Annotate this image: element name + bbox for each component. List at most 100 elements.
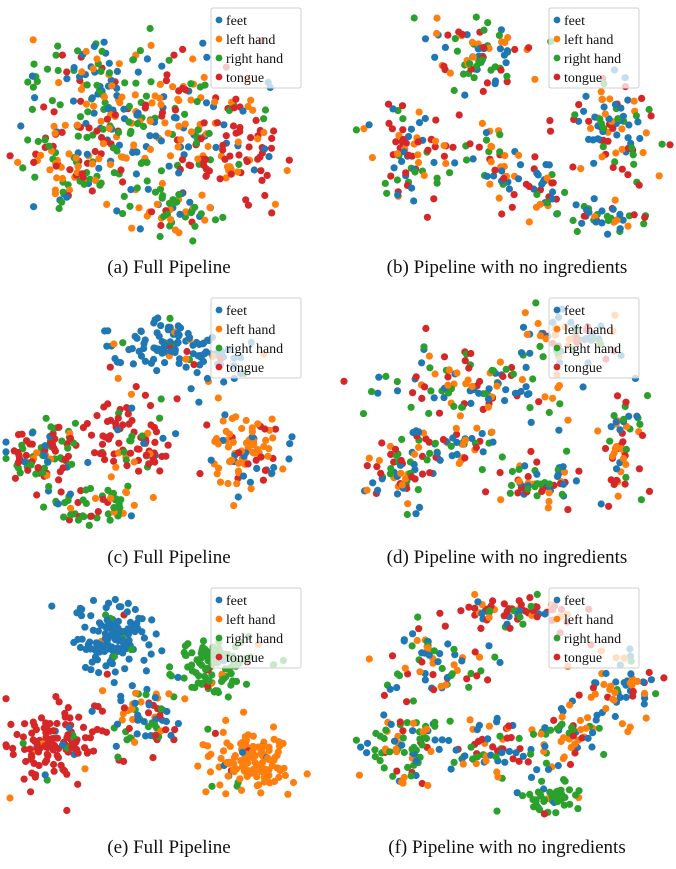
scatter-point <box>92 639 100 647</box>
scatter-point <box>61 456 69 464</box>
scatter-point <box>110 652 118 661</box>
scatter-point <box>165 162 173 170</box>
scatter-point <box>140 340 148 348</box>
scatter-point <box>387 450 395 458</box>
scatter-point <box>482 129 490 137</box>
scatter-point <box>622 398 630 406</box>
scatter-point <box>222 790 230 798</box>
scatter-point <box>224 693 232 701</box>
scatter-point <box>393 378 401 386</box>
scatter-point <box>203 664 211 672</box>
scatter-point <box>219 213 227 221</box>
scatter-point <box>382 372 390 380</box>
scatter-point <box>175 122 183 130</box>
scatter-point <box>529 375 537 383</box>
scatter-point <box>259 758 267 767</box>
scatter-point <box>148 208 156 216</box>
scatter-point <box>220 378 228 386</box>
scatter-point <box>128 416 136 425</box>
scatter-point <box>386 685 394 693</box>
scatter-point <box>235 449 243 457</box>
scatter-point <box>639 678 647 686</box>
legend-marker <box>553 653 561 661</box>
scatter-point <box>466 716 474 724</box>
scatter-point <box>160 212 168 220</box>
scatter-point <box>103 115 111 123</box>
scatter-point <box>216 175 224 183</box>
scatter-point <box>421 383 429 391</box>
scatter-point <box>489 438 497 446</box>
scatter-point <box>426 469 434 477</box>
scatter-point <box>74 121 82 129</box>
scatter-point <box>24 78 32 86</box>
scatter-point <box>234 474 242 482</box>
scatter-point <box>44 458 52 466</box>
scatter-point <box>597 500 605 508</box>
scatter-point <box>66 490 74 498</box>
scatter-point <box>29 83 37 91</box>
scatter-point <box>402 475 410 483</box>
scatter-point <box>422 734 431 743</box>
scatter-point <box>567 743 575 752</box>
scatter-point <box>91 147 99 156</box>
scatter-point <box>126 202 134 210</box>
scatter-point <box>393 150 402 158</box>
scatter-point <box>473 726 481 734</box>
scatter-point <box>641 689 649 697</box>
scatter-point <box>374 389 382 397</box>
scatter-point <box>462 156 471 164</box>
scatter-point <box>647 676 655 684</box>
scatter-point <box>604 230 612 238</box>
scatter-point <box>404 763 412 771</box>
scatter-point <box>47 423 55 431</box>
scatter-point <box>111 595 119 604</box>
scatter-point <box>28 440 36 448</box>
scatter-point <box>488 143 496 151</box>
scatter-point <box>432 116 440 124</box>
scatter-point <box>393 387 402 395</box>
caption-c: (c) Full Pipeline <box>107 547 231 568</box>
scatter-point <box>564 416 572 424</box>
scatter-point <box>194 155 202 163</box>
scatter-point <box>488 428 496 436</box>
scatter-point <box>28 429 36 437</box>
scatter-point <box>511 45 519 54</box>
legend-marker <box>553 306 561 314</box>
scatter-point <box>561 188 569 196</box>
scatter-point <box>393 684 401 692</box>
scatter-point <box>74 132 82 140</box>
scatter-point <box>521 309 529 317</box>
scatter-point <box>269 723 278 731</box>
scatter-point <box>575 467 583 475</box>
scatter-point <box>58 128 66 136</box>
scatter-point <box>117 636 125 644</box>
scatter-point <box>427 747 435 755</box>
scatter-point <box>472 13 480 21</box>
scatter-point <box>532 203 541 211</box>
scatter-point <box>410 450 419 458</box>
scatter-point <box>260 778 268 786</box>
scatter-point <box>140 439 148 447</box>
scatter-point <box>95 669 103 677</box>
scatter-point <box>191 203 199 211</box>
scatter-point <box>54 500 62 508</box>
scatter-point <box>423 456 431 464</box>
scatter-point <box>416 735 424 743</box>
scatter-point <box>475 143 483 151</box>
scatter-point <box>196 470 204 478</box>
scatter-point <box>414 486 422 494</box>
scatter-point <box>80 180 88 188</box>
legend-marker <box>215 344 223 352</box>
scatter-point <box>86 645 94 653</box>
scatter-point <box>415 108 423 116</box>
scatter-point <box>444 381 452 389</box>
scatter-point <box>462 380 470 388</box>
scatter-point <box>49 746 58 754</box>
scatter-point <box>133 730 141 738</box>
scatter-point <box>255 781 263 789</box>
scatter-point <box>470 74 478 82</box>
scatter-point <box>126 449 135 457</box>
scatter-point <box>571 111 579 119</box>
scatter-point <box>451 35 459 43</box>
scatter-point <box>447 765 455 773</box>
